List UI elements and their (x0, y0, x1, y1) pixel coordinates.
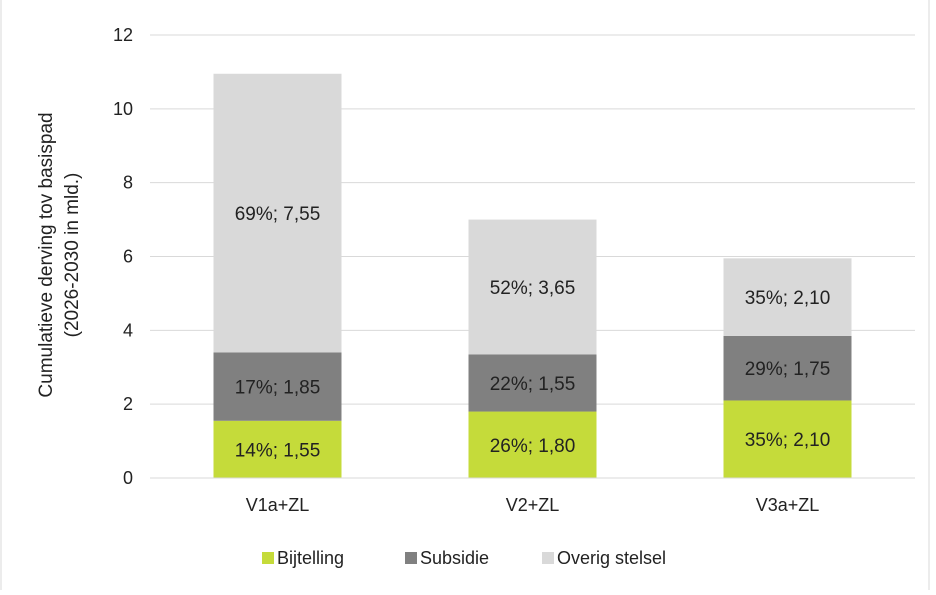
bar-segment (213, 73, 342, 353)
legend-swatch (405, 552, 417, 564)
y-axis-label-line-2: (2026-2030 in mld.) (62, 173, 83, 338)
data-label: 14%; 1,55 (235, 440, 321, 461)
y-tick-label: 10 (113, 99, 133, 119)
data-label: 29%; 1,75 (745, 359, 831, 380)
bar-segment (213, 420, 342, 478)
data-label: 35%; 2,10 (745, 288, 831, 309)
x-category-label: V2+ZL (506, 495, 560, 515)
data-label: 26%; 1,80 (490, 436, 576, 457)
legend-label: Subsidie (420, 548, 489, 568)
data-label: 22%; 1,55 (490, 374, 576, 395)
y-tick-label: 12 (113, 25, 133, 45)
y-axis-label-line-1: Cumulatieve derving tov basispad (36, 112, 57, 397)
x-category-label: V1a+ZL (246, 495, 310, 515)
y-tick-label: 6 (123, 247, 133, 267)
data-label: 52%; 3,65 (490, 278, 576, 299)
legend-label: Overig stelsel (557, 548, 666, 568)
bars (213, 73, 852, 478)
bar-segment (723, 335, 852, 401)
bar-segment (723, 258, 852, 336)
data-label: 69%; 7,55 (235, 204, 321, 225)
bar-segment (468, 354, 597, 412)
y-tick-label: 8 (123, 173, 133, 193)
data-label: 17%; 1,85 (235, 378, 321, 399)
y-tick-label: 0 (123, 468, 133, 488)
x-category-label: V3a+ZL (756, 495, 820, 515)
y-tick-label: 2 (123, 394, 133, 414)
bar-segment (213, 352, 342, 421)
y-tick-label: 4 (123, 320, 133, 340)
data-labels: 14%; 1,55 17%; 1,85 69%; 7,55 26%; 1,80 22%;… (235, 204, 831, 461)
axes: Cumulatieve derving tov basispad (2026-2… (36, 25, 915, 515)
bar-segment (468, 411, 597, 478)
data-label: 35%; 2,10 (745, 430, 831, 451)
legend: Bijtelling Subsidie Overig stelsel (262, 548, 666, 568)
legend-swatch (262, 552, 274, 564)
bar-segment (723, 400, 852, 478)
bar-segment (468, 219, 597, 355)
legend-swatch (542, 552, 554, 564)
legend-label: Bijtelling (277, 548, 344, 568)
